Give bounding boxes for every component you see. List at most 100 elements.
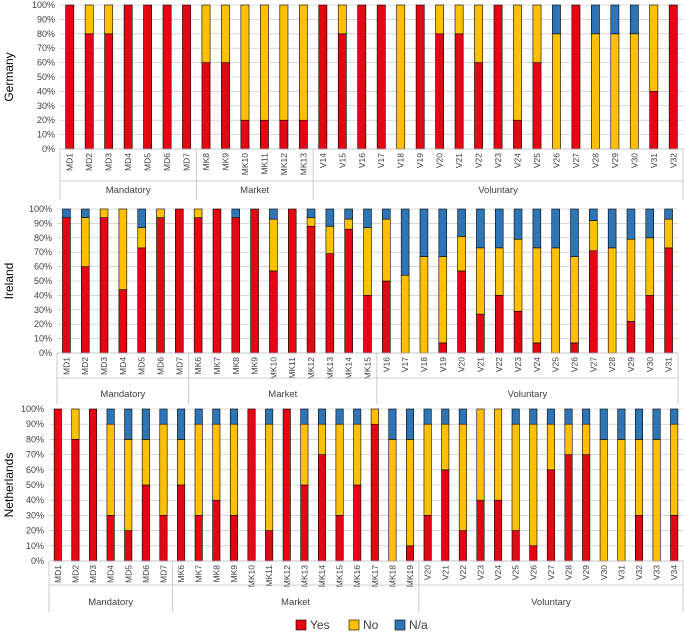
bar-segment-na (306, 208, 316, 218)
bar-segment-yes (182, 4, 191, 150)
x-tick-label: V18 (419, 357, 429, 372)
bar-segment-yes (282, 408, 291, 562)
bar-segment-na (532, 208, 542, 249)
bar-segment-no (388, 439, 397, 562)
y-tick-label: 60% (26, 465, 44, 475)
x-tick-label: MD3 (99, 357, 109, 375)
x-tick-label: V27 (571, 153, 581, 168)
bar-segment-na (317, 408, 326, 425)
x-tick-label: MK14 (344, 357, 354, 379)
bar-segment-no (194, 423, 203, 516)
bar-segment-yes (118, 289, 128, 354)
x-tick-label: MD7 (182, 153, 192, 171)
bar-segment-na (617, 408, 626, 440)
bar-segment-na (457, 208, 466, 237)
y-tick-label: 20% (34, 319, 52, 329)
group-label-mandatory: Mandatory (106, 185, 151, 196)
bar-segment-na (626, 208, 636, 240)
bar-segment-na (194, 408, 203, 425)
y-tick-label: 90% (34, 218, 52, 228)
bar-segment-no (382, 218, 391, 282)
bar-segment-yes (106, 515, 115, 562)
bar-segment-yes (325, 253, 335, 354)
bar-segment-no (80, 217, 90, 267)
bar-segment-yes (441, 469, 450, 562)
bar-segment-no (670, 423, 679, 516)
y-tick-label: 80% (34, 233, 52, 243)
bar-segment-no (221, 4, 230, 63)
bar-segment-no (423, 423, 432, 516)
bar-segment-no (177, 439, 186, 486)
x-tick-label: V31 (664, 357, 674, 372)
bar-segment-na (137, 208, 146, 229)
bar-segment-yes (564, 454, 573, 562)
bar-segment-na (265, 408, 274, 425)
x-tick-label: MD4 (118, 357, 128, 375)
x-tick-label: MD7 (174, 357, 184, 375)
bar-segment-no (212, 423, 221, 501)
y-tick-label: 100% (21, 404, 44, 414)
bar-segment-yes (318, 4, 328, 150)
bar-segment-na (610, 4, 620, 35)
x-tick-label: MD5 (137, 357, 147, 375)
y-tick-label: 100% (32, 0, 55, 10)
bar-segment-yes (476, 313, 485, 354)
bar-segment-yes (212, 499, 221, 562)
x-tick-label: V22 (458, 565, 468, 580)
x-tick-label: MK17 (370, 565, 380, 587)
bar-segment-no (344, 218, 353, 230)
bar-segment-no (159, 423, 168, 516)
bar-segment-na (124, 408, 133, 440)
bar-segment-no (476, 247, 485, 315)
bar-segment-yes (287, 208, 297, 354)
bar-segment-yes (457, 270, 466, 354)
x-tick-label: MK16 (352, 565, 362, 587)
bar-segment-yes (337, 33, 347, 150)
group-label-mandatory: Mandatory (88, 597, 133, 608)
bar-segment-no (513, 4, 522, 121)
bar-segment-yes (124, 530, 133, 562)
bar-segment-na (388, 408, 397, 440)
bar-segment-no (629, 33, 639, 150)
x-tick-label: V34 (669, 565, 679, 580)
bar-segment-yes (649, 91, 659, 150)
x-tick-label: MK6 (176, 565, 186, 583)
bar-segment-na (382, 208, 391, 220)
y-tick-label: 40% (26, 495, 44, 505)
x-tick-label: MD3 (88, 565, 98, 583)
bar-segment-no (607, 247, 617, 354)
bar-segment-yes (363, 295, 372, 354)
bar-segment-no (564, 423, 573, 455)
x-tick-label: V24 (532, 357, 542, 372)
bar-segment-yes (156, 217, 165, 354)
bar-segment-na (106, 408, 115, 425)
x-tick-label: V27 (546, 565, 556, 580)
bar-segment-no (589, 220, 598, 252)
bar-segment-na (582, 408, 591, 425)
bar-segment-no (298, 4, 308, 121)
x-tick-label: MK18 (387, 565, 397, 587)
bar-segment-no (599, 439, 608, 562)
bar-segment-no (546, 423, 555, 471)
bar-segment-na (589, 208, 598, 221)
bar-segment-na (458, 408, 467, 425)
x-tick-label: V32 (668, 153, 678, 168)
bar-segment-no (435, 4, 445, 35)
bar-segment-no (118, 208, 128, 290)
x-tick-label: V16 (381, 357, 391, 372)
x-tick-label: V30 (599, 565, 609, 580)
bar-segment-yes (376, 4, 386, 150)
y-tick-label: 60% (37, 58, 55, 68)
x-tick-label: MK13 (325, 357, 335, 379)
x-tick-label: MD2 (70, 565, 80, 583)
bar-segment-yes (546, 469, 555, 562)
bar-segment-na (664, 208, 673, 220)
bar-segment-yes (53, 408, 62, 562)
bar-segment-no (441, 423, 450, 471)
x-tick-label: V30 (629, 153, 639, 168)
x-tick-label: V29 (626, 357, 636, 372)
bar-segment-yes (370, 423, 379, 562)
bar-segment-yes (162, 4, 172, 150)
x-tick-label: V18 (396, 153, 406, 168)
x-tick-label: MK10 (247, 565, 257, 587)
